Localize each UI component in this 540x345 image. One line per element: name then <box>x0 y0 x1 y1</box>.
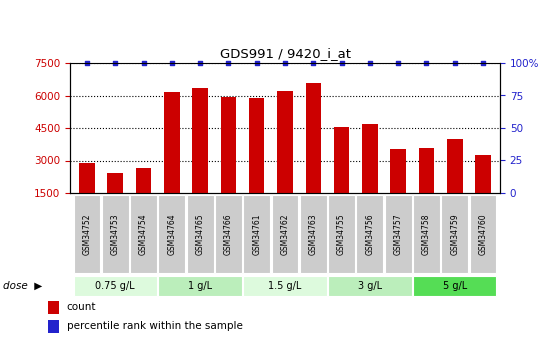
Bar <box>447 139 463 193</box>
Bar <box>390 149 406 193</box>
Bar <box>136 168 151 193</box>
Point <box>224 60 233 66</box>
FancyBboxPatch shape <box>413 196 440 273</box>
FancyBboxPatch shape <box>158 276 242 296</box>
Text: percentile rank within the sample: percentile rank within the sample <box>66 322 242 332</box>
FancyBboxPatch shape <box>102 196 129 273</box>
Point <box>252 60 261 66</box>
Point <box>478 60 487 66</box>
FancyBboxPatch shape <box>328 276 411 296</box>
FancyBboxPatch shape <box>73 276 157 296</box>
Text: GSM34763: GSM34763 <box>309 213 318 255</box>
Text: GSM34766: GSM34766 <box>224 213 233 255</box>
Text: GSM34759: GSM34759 <box>450 213 459 255</box>
Bar <box>249 98 265 193</box>
FancyBboxPatch shape <box>244 276 327 296</box>
FancyBboxPatch shape <box>470 196 496 273</box>
FancyBboxPatch shape <box>187 196 213 273</box>
FancyBboxPatch shape <box>158 196 185 273</box>
Text: GSM34764: GSM34764 <box>167 213 177 255</box>
Title: GDS991 / 9420_i_at: GDS991 / 9420_i_at <box>219 48 350 60</box>
Bar <box>334 127 349 193</box>
Point <box>309 60 318 66</box>
FancyBboxPatch shape <box>215 196 242 273</box>
Text: GSM34758: GSM34758 <box>422 213 431 255</box>
Bar <box>277 91 293 193</box>
FancyBboxPatch shape <box>300 196 327 273</box>
FancyBboxPatch shape <box>130 196 157 273</box>
Bar <box>418 148 434 193</box>
Point <box>394 60 402 66</box>
Point <box>366 60 374 66</box>
Point <box>167 60 176 66</box>
Point <box>111 60 119 66</box>
Bar <box>306 82 321 193</box>
FancyBboxPatch shape <box>244 196 270 273</box>
Text: GSM34756: GSM34756 <box>366 213 374 255</box>
Bar <box>192 88 208 193</box>
Text: GSM34760: GSM34760 <box>478 213 488 255</box>
Bar <box>475 155 491 193</box>
Text: GSM34761: GSM34761 <box>252 213 261 255</box>
Point <box>450 60 459 66</box>
Text: GSM34762: GSM34762 <box>280 213 289 255</box>
FancyBboxPatch shape <box>328 196 355 273</box>
Bar <box>107 174 123 193</box>
Text: 0.75 g/L: 0.75 g/L <box>96 281 135 291</box>
Bar <box>79 162 94 193</box>
FancyBboxPatch shape <box>413 276 496 296</box>
Text: GSM34754: GSM34754 <box>139 213 148 255</box>
Text: dose  ▶: dose ▶ <box>3 281 42 291</box>
Bar <box>362 124 377 193</box>
Text: GSM34757: GSM34757 <box>394 213 403 255</box>
Point <box>422 60 431 66</box>
FancyBboxPatch shape <box>441 196 468 273</box>
Bar <box>164 92 180 193</box>
Text: 1 g/L: 1 g/L <box>188 281 212 291</box>
Point <box>139 60 148 66</box>
Text: 3 g/L: 3 g/L <box>358 281 382 291</box>
Point <box>83 60 91 66</box>
Text: GSM34752: GSM34752 <box>83 213 91 255</box>
Bar <box>49 301 58 314</box>
Point <box>338 60 346 66</box>
Text: GSM34753: GSM34753 <box>111 213 120 255</box>
Text: GSM34755: GSM34755 <box>337 213 346 255</box>
Bar <box>49 320 58 333</box>
Text: GSM34765: GSM34765 <box>195 213 205 255</box>
Text: count: count <box>66 303 96 313</box>
FancyBboxPatch shape <box>384 196 411 273</box>
Point <box>281 60 289 66</box>
Text: 1.5 g/L: 1.5 g/L <box>268 281 302 291</box>
Point <box>196 60 205 66</box>
FancyBboxPatch shape <box>73 196 100 273</box>
Bar <box>221 97 236 193</box>
FancyBboxPatch shape <box>356 196 383 273</box>
Text: 5 g/L: 5 g/L <box>443 281 467 291</box>
FancyBboxPatch shape <box>272 196 299 273</box>
